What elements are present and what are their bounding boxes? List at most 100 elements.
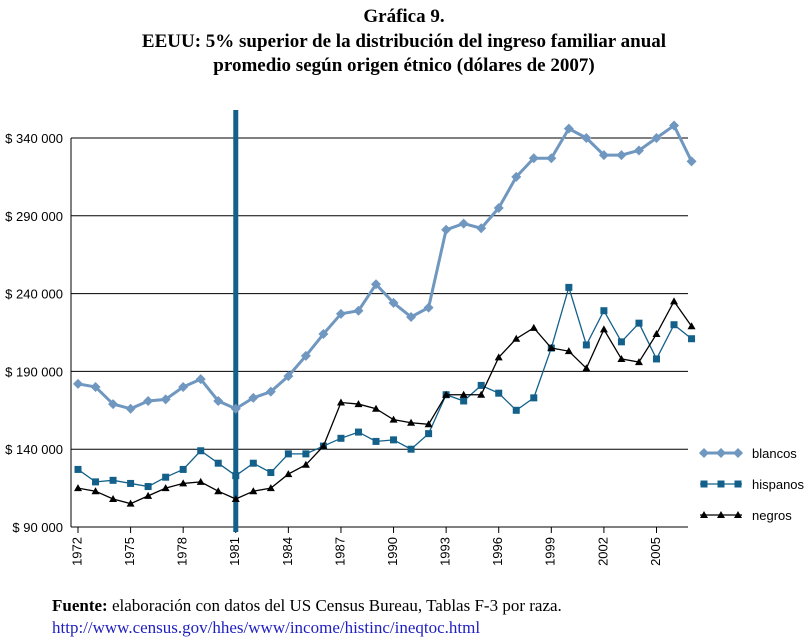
- point-hispanos: [302, 450, 310, 458]
- point-hispanos: [249, 459, 257, 467]
- point-blancos: [616, 150, 627, 161]
- legend-marker-blancos: [699, 448, 709, 458]
- point-hispanos: [74, 465, 82, 473]
- point-negros: [231, 494, 240, 502]
- point-hispanos: [425, 430, 433, 438]
- legend-marker-hispanos: [734, 480, 742, 488]
- point-hispanos: [232, 472, 240, 480]
- legend-marker-negros: [717, 511, 725, 518]
- point-hispanos: [477, 381, 485, 389]
- y-tick-label: $ 290 000: [5, 209, 63, 224]
- x-tick-label: 1975: [122, 537, 137, 566]
- point-blancos: [213, 395, 224, 406]
- point-blancos: [563, 123, 574, 134]
- point-blancos: [178, 381, 189, 392]
- point-negros: [161, 484, 170, 492]
- point-negros: [407, 418, 416, 426]
- x-tick-label: 1990: [385, 537, 400, 566]
- point-negros: [144, 491, 153, 499]
- point-negros: [336, 398, 345, 406]
- point-hispanos: [407, 445, 415, 453]
- point-blancos: [108, 399, 119, 410]
- point-negros: [512, 334, 521, 342]
- point-blancos: [598, 150, 609, 161]
- point-blancos: [476, 223, 487, 234]
- point-blancos: [371, 279, 382, 290]
- point-blancos: [300, 350, 311, 361]
- point-negros: [266, 484, 275, 492]
- point-negros: [547, 344, 556, 352]
- point-negros: [372, 404, 381, 412]
- point-blancos: [125, 403, 136, 414]
- point-blancos: [195, 374, 206, 385]
- source-label: Fuente:: [52, 596, 108, 615]
- chart-title-line3: promedio según origen étnico (dólares de…: [213, 55, 595, 76]
- point-negros: [319, 442, 328, 450]
- point-hispanos: [582, 341, 590, 349]
- point-blancos: [160, 394, 171, 405]
- point-blancos: [406, 311, 417, 322]
- point-negros: [459, 390, 468, 398]
- series-line-hispanos: [77, 285, 692, 488]
- point-hispanos: [390, 436, 398, 444]
- chart-area: $ 90 000 $ 140 000 $ 190 000 $ 240 000 $ 290…: [5, 110, 805, 566]
- point-hispanos: [652, 355, 660, 363]
- point-blancos: [90, 381, 101, 392]
- point-blancos: [335, 308, 346, 319]
- point-negros: [634, 358, 643, 366]
- point-negros: [301, 460, 310, 468]
- x-tick-label: 1993: [438, 537, 453, 566]
- y-tick-label: $ 340 000: [5, 131, 63, 146]
- point-negros: [91, 487, 100, 495]
- legend-marker-blancos: [733, 448, 743, 458]
- point-hispanos: [284, 450, 292, 458]
- point-negros: [529, 323, 538, 331]
- x-tick-label: 1978: [175, 537, 190, 566]
- point-negros: [214, 487, 223, 495]
- point-negros: [652, 330, 661, 338]
- source-url[interactable]: http://www.census.gov/hhes/www/income/hi…: [52, 618, 481, 637]
- point-hispanos: [565, 283, 573, 291]
- point-hispanos: [337, 434, 345, 442]
- point-hispanos: [670, 321, 678, 329]
- point-hispanos: [144, 483, 152, 491]
- point-blancos: [528, 153, 539, 164]
- point-blancos: [283, 371, 294, 382]
- point-blancos: [493, 203, 504, 214]
- chart-title-line1: Gráfica 9.: [363, 6, 445, 27]
- legend-marker-negros: [700, 511, 708, 518]
- point-negros: [354, 400, 363, 408]
- point-negros: [599, 325, 608, 333]
- point-blancos: [458, 218, 469, 229]
- x-tick-label: 2005: [648, 537, 663, 566]
- x-tick-label: 1972: [69, 537, 84, 566]
- point-blancos: [388, 297, 399, 308]
- source-text: elaboración con datos del US Census Bure…: [111, 596, 562, 615]
- point-blancos: [423, 302, 434, 313]
- point-negros: [196, 477, 205, 485]
- source-note: Fuente: elaboración con datos del US Cen…: [52, 596, 562, 616]
- point-negros: [109, 494, 118, 502]
- point-blancos: [73, 378, 83, 389]
- point-negros: [582, 364, 591, 372]
- point-negros: [179, 479, 188, 487]
- chart-title-line2: EEUU: 5% superior de la distribución del…: [141, 31, 667, 52]
- legend-marker-blancos: [716, 448, 726, 458]
- point-hispanos: [512, 406, 520, 414]
- point-hispanos: [179, 465, 187, 473]
- legend-marker-hispanos: [717, 480, 725, 488]
- point-negros: [126, 499, 135, 507]
- series-line-negros: [77, 300, 693, 505]
- point-blancos: [669, 120, 680, 131]
- point-blancos: [511, 171, 522, 182]
- point-blancos: [230, 403, 241, 414]
- point-negros: [494, 353, 503, 361]
- x-tick-label: 1984: [280, 537, 295, 566]
- x-tick-label: 2002: [595, 537, 610, 566]
- x-tick-label: 1987: [332, 537, 347, 566]
- point-negros: [74, 484, 82, 492]
- point-hispanos: [688, 335, 696, 343]
- point-blancos: [686, 156, 697, 167]
- point-hispanos: [92, 478, 100, 486]
- y-tick-label: $ 240 000: [5, 287, 63, 302]
